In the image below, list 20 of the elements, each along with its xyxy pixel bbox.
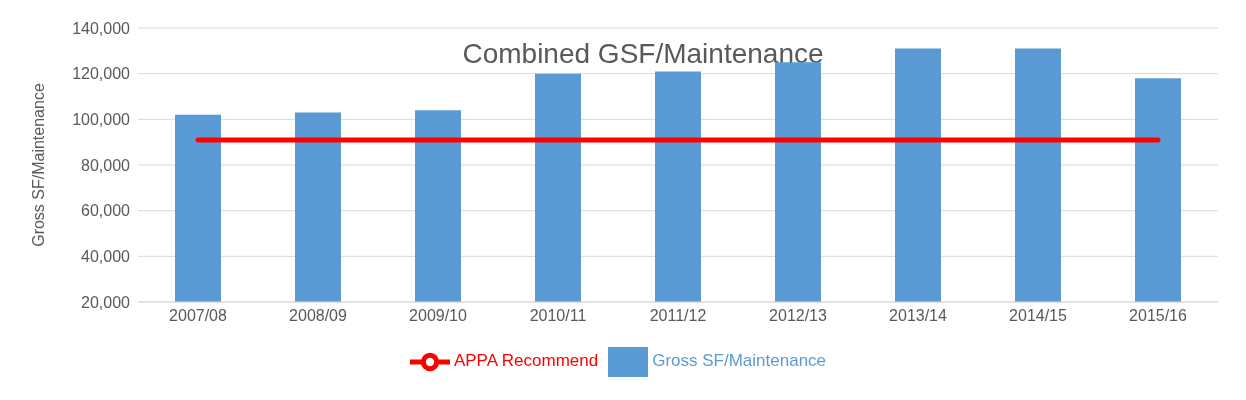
y-tick-label: 120,000: [72, 65, 131, 83]
y-tick-label: 40,000: [81, 248, 131, 266]
chart-title: Combined GSF/Maintenance: [462, 38, 824, 69]
x-tick-label: 2011/12: [649, 307, 707, 325]
y-tick-label: 60,000: [81, 202, 131, 220]
y-tick-label: 80,000: [81, 156, 131, 174]
x-tick-label: 2013/14: [889, 307, 948, 325]
x-tick-label: 2015/16: [1129, 307, 1188, 325]
legend-label: Gross SF/Maintenance: [652, 351, 827, 371]
x-tick-label: 2014/15: [1009, 307, 1068, 325]
y-tick-label: 20,000: [81, 293, 131, 311]
legend-label: APPA Recommend: [453, 351, 599, 371]
y-axis-title: Gross SF/Maintenance: [29, 83, 47, 247]
x-tick-label: 2007/08: [169, 307, 228, 325]
x-tick-label: 2008/09: [289, 307, 348, 325]
x-tick-label: 2010/11: [529, 307, 587, 325]
x-tick-label: 2009/10: [409, 307, 468, 325]
y-tick-label: 140,000: [72, 19, 131, 37]
x-tick-label: 2012/13: [769, 307, 828, 325]
y-tick-label: 100,000: [72, 111, 131, 129]
